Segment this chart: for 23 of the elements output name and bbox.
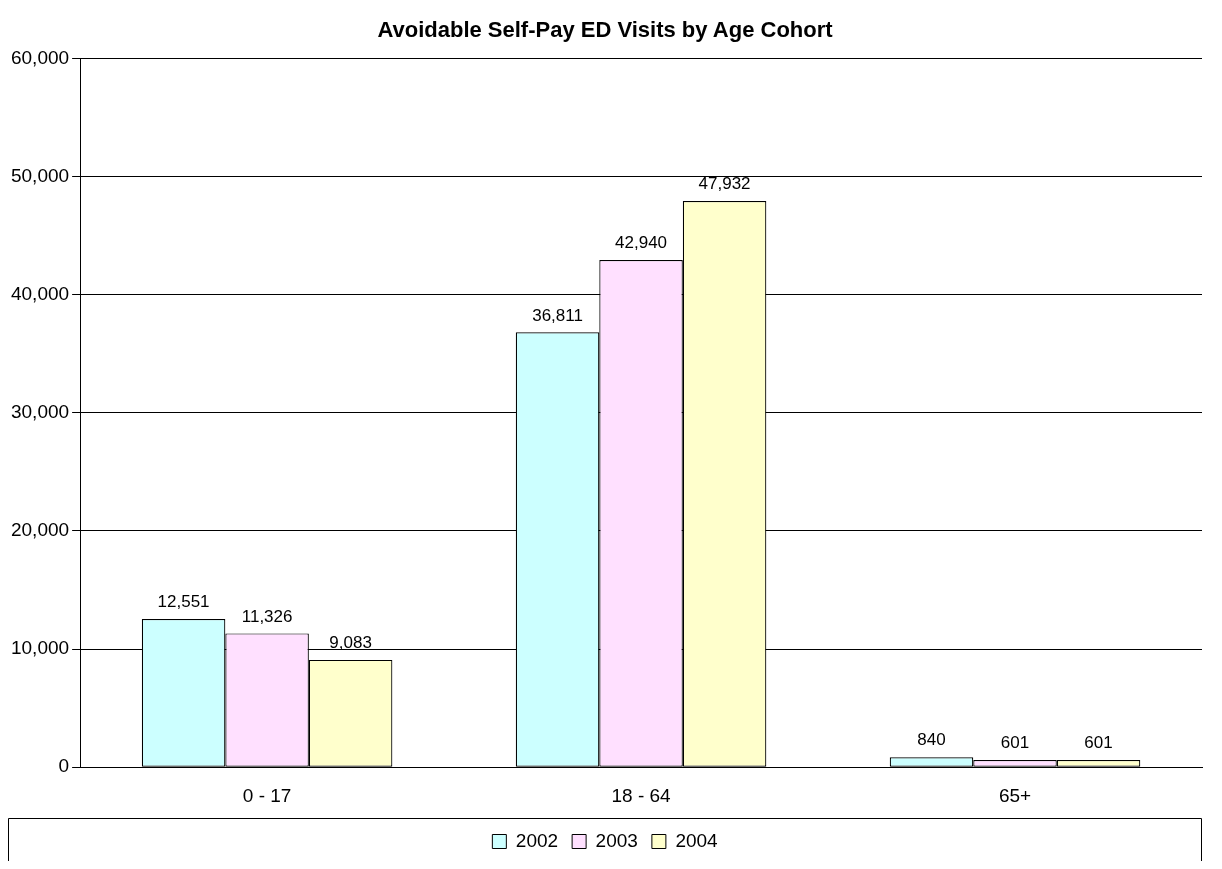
x-tick-label: 18 - 64 <box>611 784 672 806</box>
data-label: 36,811 <box>532 305 583 325</box>
y-tick-label: 0 <box>58 755 70 777</box>
legend-label: 2003 <box>595 829 638 851</box>
data-label: 11,326 <box>241 606 293 626</box>
y-tick-label: 40,000 <box>10 282 70 304</box>
y-tick-label: 10,000 <box>10 637 70 659</box>
legend-label: 2004 <box>675 829 719 851</box>
y-tick-label: 50,000 <box>10 164 70 186</box>
data-label: 47,932 <box>698 174 751 194</box>
data-label: 840 <box>917 730 946 750</box>
y-tick-label: 30,000 <box>10 401 70 423</box>
data-label: 42,940 <box>615 233 668 253</box>
chart-title: Avoidable Self-Pay ED Visits by Age Cohort <box>377 17 834 43</box>
data-label: 601 <box>1000 733 1030 753</box>
legend-label: 2002 <box>515 829 559 851</box>
data-label: 9,083 <box>329 633 372 653</box>
x-tick-label: 0 - 17 <box>242 784 292 806</box>
x-tick-label: 65+ <box>998 784 1032 806</box>
y-tick-label: 20,000 <box>10 519 70 541</box>
y-tick-label: 60,000 <box>10 46 70 68</box>
data-label: 12,551 <box>157 592 210 612</box>
data-label: 601 <box>1084 733 1113 753</box>
